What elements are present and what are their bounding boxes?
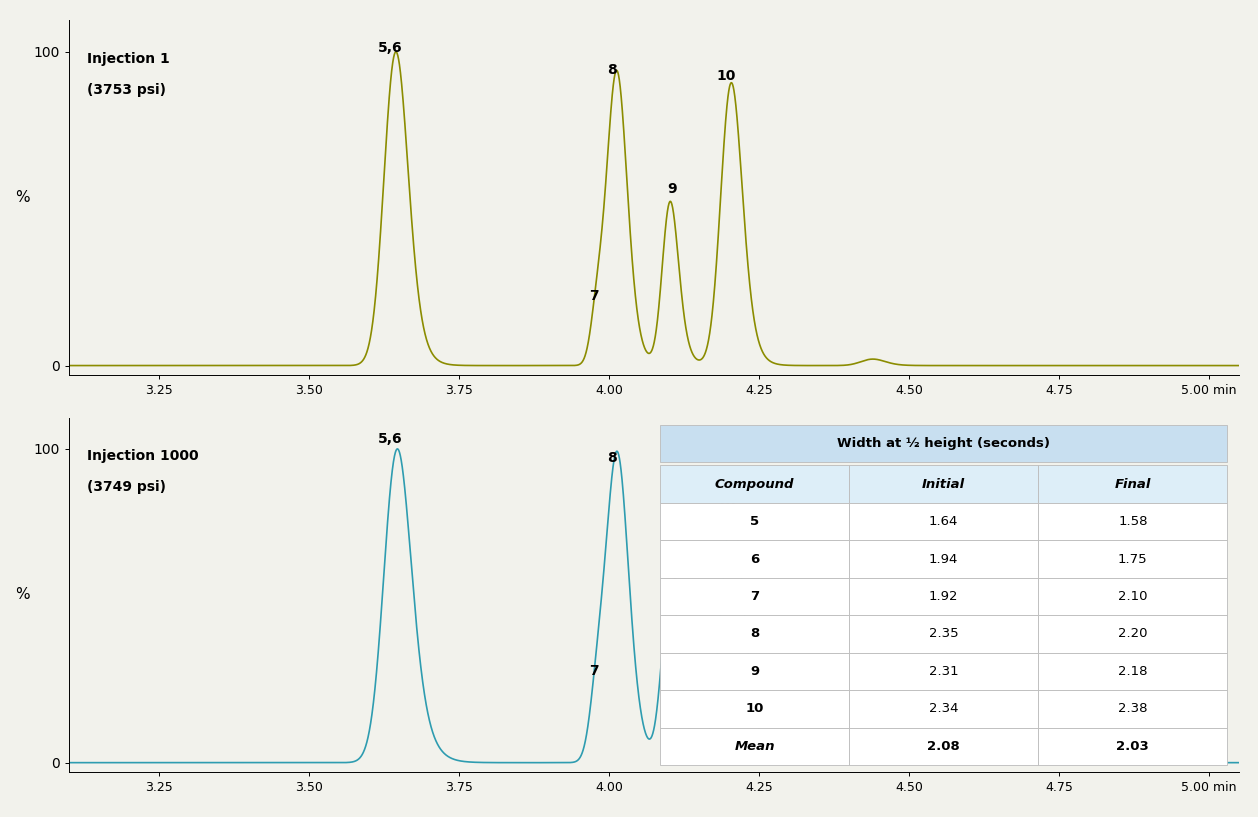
Text: 9: 9 [667,182,677,196]
Text: 5,6: 5,6 [377,41,403,55]
Text: 9: 9 [667,569,677,584]
Text: 7: 7 [589,288,599,303]
Text: 8: 8 [608,63,616,77]
Text: (3749 psi): (3749 psi) [87,480,166,494]
Text: 7: 7 [589,664,599,678]
Text: (3753 psi): (3753 psi) [87,83,166,97]
Y-axis label: %: % [15,587,30,602]
Text: Injection 1000: Injection 1000 [87,449,199,463]
Text: 10: 10 [717,498,736,511]
Y-axis label: %: % [15,190,30,205]
Text: Injection 1: Injection 1 [87,51,170,66]
Text: 5,6: 5,6 [377,431,403,446]
Text: 8: 8 [608,451,616,465]
Text: 10: 10 [717,69,736,83]
